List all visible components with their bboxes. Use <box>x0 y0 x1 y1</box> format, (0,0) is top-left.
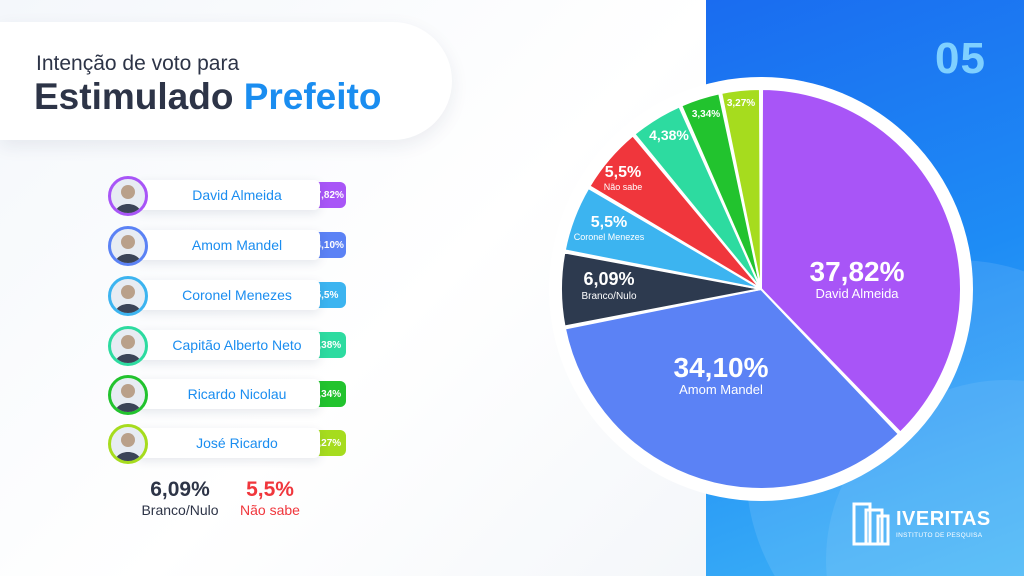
iveritas-logo: IVERITAS INSTITUTO DE PESQUISA <box>852 500 992 548</box>
pie-category-label: Não sabe <box>604 182 643 192</box>
page-title: Estimulado Prefeito <box>34 76 381 118</box>
candidate-name: Capitão Alberto Neto <box>136 330 320 360</box>
header-card: Intenção de voto para Estimulado Prefeit… <box>0 22 452 140</box>
candidate-name: Ricardo Nicolau <box>136 379 320 409</box>
pie-value-label: 4,38% <box>649 127 689 143</box>
person-avatar-icon <box>108 276 148 316</box>
title-main: Estimulado <box>34 76 234 117</box>
branco-nulo-stat: 6,09% Branco/Nulo <box>130 478 230 518</box>
pie-category-label: Branco/Nulo <box>581 291 636 302</box>
logo-subtitle: INSTITUTO DE PESQUISA <box>896 532 983 539</box>
header-subtitle: Intenção de voto para <box>36 52 240 75</box>
logo-name: IVERITAS <box>896 508 991 530</box>
nao-sabe-value: 5,5% <box>246 478 294 501</box>
candidate-row: 37,82% David Almeida <box>108 176 346 216</box>
candidate-row: 34,10% Amom Mandel <box>108 226 346 266</box>
pie-category-label: Coronel Menezes <box>574 232 645 242</box>
blue-background-panel: 05 <box>706 0 1024 576</box>
person-avatar-icon <box>108 176 148 216</box>
pie-value-label: 6,09% <box>583 269 634 289</box>
person-avatar-icon <box>108 226 148 266</box>
logo-mark-icon <box>852 502 890 546</box>
candidate-name: José Ricardo <box>136 428 320 458</box>
title-accent: Prefeito <box>243 76 382 117</box>
pie-value-label: 5,5% <box>591 214 627 231</box>
candidate-row: 5,5% Coronel Menezes <box>108 276 346 316</box>
person-avatar-icon <box>108 424 148 464</box>
candidate-row: 3,34% Ricardo Nicolau <box>108 375 346 415</box>
pie-value-label: 5,5% <box>605 164 641 181</box>
candidate-name: Amom Mandel <box>136 230 320 260</box>
candidate-name: Coronel Menezes <box>136 280 320 310</box>
candidate-row: 4,38% Capitão Alberto Neto <box>108 326 346 366</box>
branco-nulo-value: 6,09% <box>150 478 210 501</box>
candidate-name: David Almeida <box>136 180 320 210</box>
nao-sabe-label: Não sabe <box>240 502 300 518</box>
nao-sabe-stat: 5,5% Não sabe <box>226 478 314 518</box>
page-number: 05 <box>935 34 986 83</box>
branco-nulo-label: Branco/Nulo <box>141 502 219 518</box>
candidate-row: 3,27% José Ricardo <box>108 424 346 464</box>
person-avatar-icon <box>108 375 148 415</box>
person-avatar-icon <box>108 326 148 366</box>
